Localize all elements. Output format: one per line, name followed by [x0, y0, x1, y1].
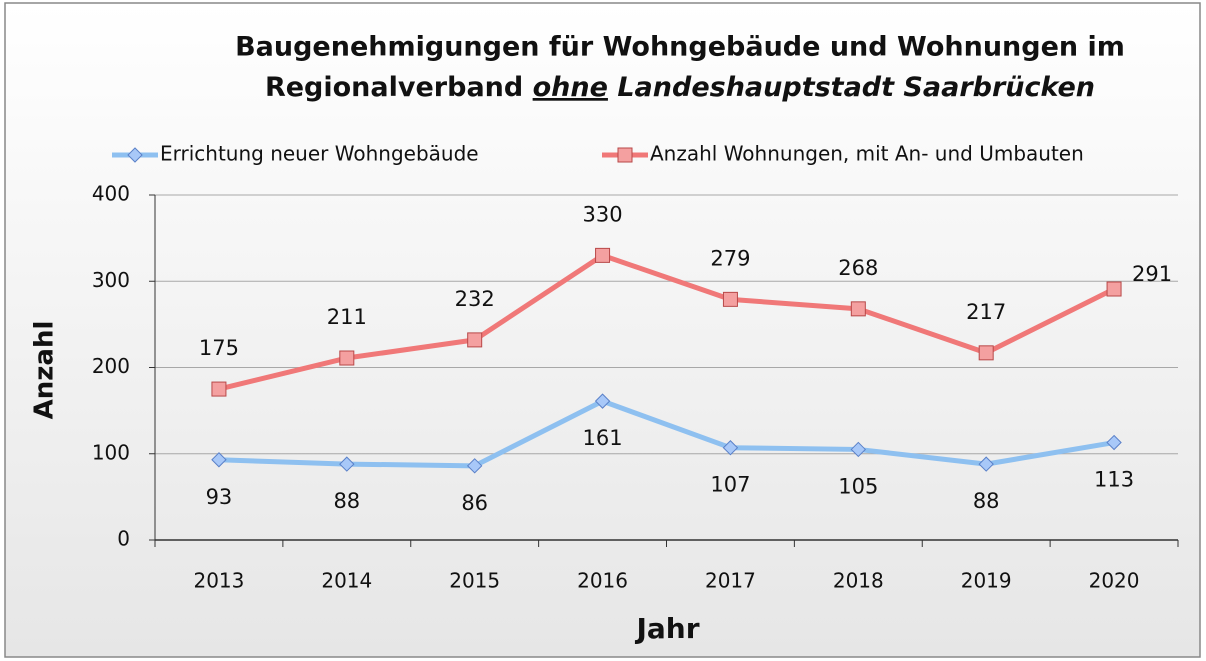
- data-label: 88: [973, 489, 1000, 513]
- marker: [211, 452, 227, 468]
- chart-title: Baugenehmigungen für Wohngebäude und Woh…: [235, 32, 1125, 63]
- marker: [722, 440, 739, 456]
- marker: [467, 332, 483, 348]
- marker: [617, 147, 633, 163]
- x-tick-label: 2020: [1089, 569, 1140, 593]
- marker: [595, 247, 611, 263]
- marker: [127, 147, 143, 163]
- y-axis-label: Anzahl: [30, 321, 60, 420]
- data-label: 175: [199, 336, 239, 360]
- y-tick-label: 200: [92, 354, 130, 378]
- marker: [850, 301, 866, 317]
- data-label: 161: [583, 426, 623, 450]
- data-label: 268: [838, 256, 878, 280]
- data-label: 217: [966, 300, 1006, 324]
- frame: [4, 2, 1201, 658]
- x-tick-label: 2015: [449, 569, 500, 593]
- series-line: [218, 398, 1115, 469]
- chart-title: Regionalverband ohne Landeshauptstadt Sa…: [265, 72, 1095, 103]
- x-axis-label: Jahr: [634, 612, 699, 645]
- title-part: Regionalverband: [265, 72, 523, 103]
- data-label: 232: [455, 287, 495, 311]
- data-label: 86: [461, 491, 488, 515]
- marker: [722, 291, 738, 307]
- x-tick-label: 2019: [961, 569, 1012, 593]
- data-label: 88: [333, 489, 360, 513]
- x-tick-label: 2018: [833, 569, 884, 593]
- x-tick-label: 2014: [321, 569, 372, 593]
- y-tick-label: 100: [92, 440, 130, 464]
- x-tick-label: 2017: [705, 569, 756, 593]
- y-tick-label: 300: [92, 268, 130, 292]
- y-tick-label: 0: [117, 527, 130, 551]
- x-tick-label: 2013: [193, 569, 244, 593]
- title-part: Landeshauptstadt Saarbrücken: [617, 72, 1095, 103]
- marker: [466, 458, 483, 474]
- marker: [978, 456, 994, 472]
- data-label: 330: [583, 202, 623, 226]
- marker: [211, 381, 227, 397]
- data-label: 291: [1132, 262, 1172, 286]
- legend-label: Errichtung neuer Wohngebäude: [160, 142, 479, 166]
- marker: [850, 441, 867, 458]
- data-label: 107: [710, 473, 750, 497]
- x-tick-label: 2016: [577, 569, 628, 593]
- marker: [339, 456, 355, 472]
- title-part: ohne: [533, 72, 608, 103]
- marker: [339, 350, 355, 366]
- marker: [594, 393, 611, 409]
- marker: [1106, 281, 1122, 297]
- data-label: 93: [206, 485, 233, 509]
- legend-label: Anzahl Wohnungen, mit An- und Umbauten: [650, 142, 1084, 166]
- marker: [978, 345, 994, 361]
- data-label: 211: [327, 305, 367, 329]
- data-label: 105: [838, 474, 878, 498]
- series-line: [218, 252, 1116, 392]
- marker: [1106, 434, 1122, 451]
- y-tick-label: 400: [92, 182, 130, 206]
- data-label: 279: [710, 246, 750, 270]
- data-label: 113: [1094, 468, 1134, 492]
